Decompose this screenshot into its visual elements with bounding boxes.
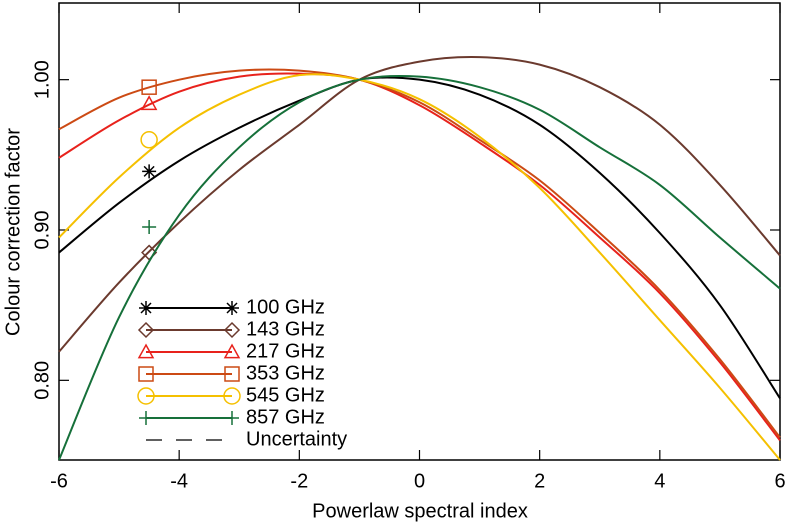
series-line bbox=[58, 74, 781, 461]
marker bbox=[223, 321, 241, 339]
series-line bbox=[58, 56, 781, 353]
marker bbox=[225, 301, 239, 315]
marker bbox=[224, 366, 240, 382]
series-line bbox=[58, 73, 781, 461]
marker bbox=[137, 343, 155, 359]
x-tick-label: -6 bbox=[50, 470, 68, 492]
legend-label: 545 GHz bbox=[246, 384, 325, 406]
marker bbox=[140, 95, 158, 111]
x-axis-label: Powerlaw spectral index bbox=[312, 500, 528, 522]
y-tick-label: 0.80 bbox=[31, 361, 53, 400]
series-line bbox=[58, 72, 781, 442]
series-line bbox=[58, 68, 781, 439]
marker bbox=[225, 411, 239, 425]
marker bbox=[139, 301, 153, 315]
series-line bbox=[58, 76, 781, 399]
marker bbox=[142, 219, 157, 234]
marker bbox=[138, 366, 154, 382]
marker bbox=[223, 387, 241, 405]
x-tick-label: -4 bbox=[170, 470, 188, 492]
legend-label: 217 GHz bbox=[246, 340, 325, 362]
marker bbox=[137, 321, 155, 339]
y-tick-label: 1.00 bbox=[31, 60, 53, 99]
x-tick-label: 4 bbox=[654, 470, 665, 492]
marker bbox=[223, 343, 241, 359]
y-tick-label: 0.90 bbox=[31, 211, 53, 250]
x-tick-label: 6 bbox=[774, 470, 785, 492]
marker bbox=[137, 387, 155, 405]
legend-label: 143 GHz bbox=[246, 318, 325, 340]
marker bbox=[142, 164, 157, 179]
legend-label: 857 GHz bbox=[246, 406, 325, 428]
y-axis-label: Colour correction factor bbox=[2, 128, 24, 336]
x-tick-label: -2 bbox=[290, 470, 308, 492]
legend-label: Uncertainty bbox=[246, 428, 347, 450]
x-tick-label: 0 bbox=[414, 470, 425, 492]
marker bbox=[139, 411, 153, 425]
x-tick-label: 2 bbox=[534, 470, 545, 492]
legend-label: 100 GHz bbox=[246, 296, 325, 318]
legend-label: 353 GHz bbox=[246, 362, 325, 384]
marker bbox=[141, 79, 157, 95]
marker bbox=[140, 131, 158, 149]
